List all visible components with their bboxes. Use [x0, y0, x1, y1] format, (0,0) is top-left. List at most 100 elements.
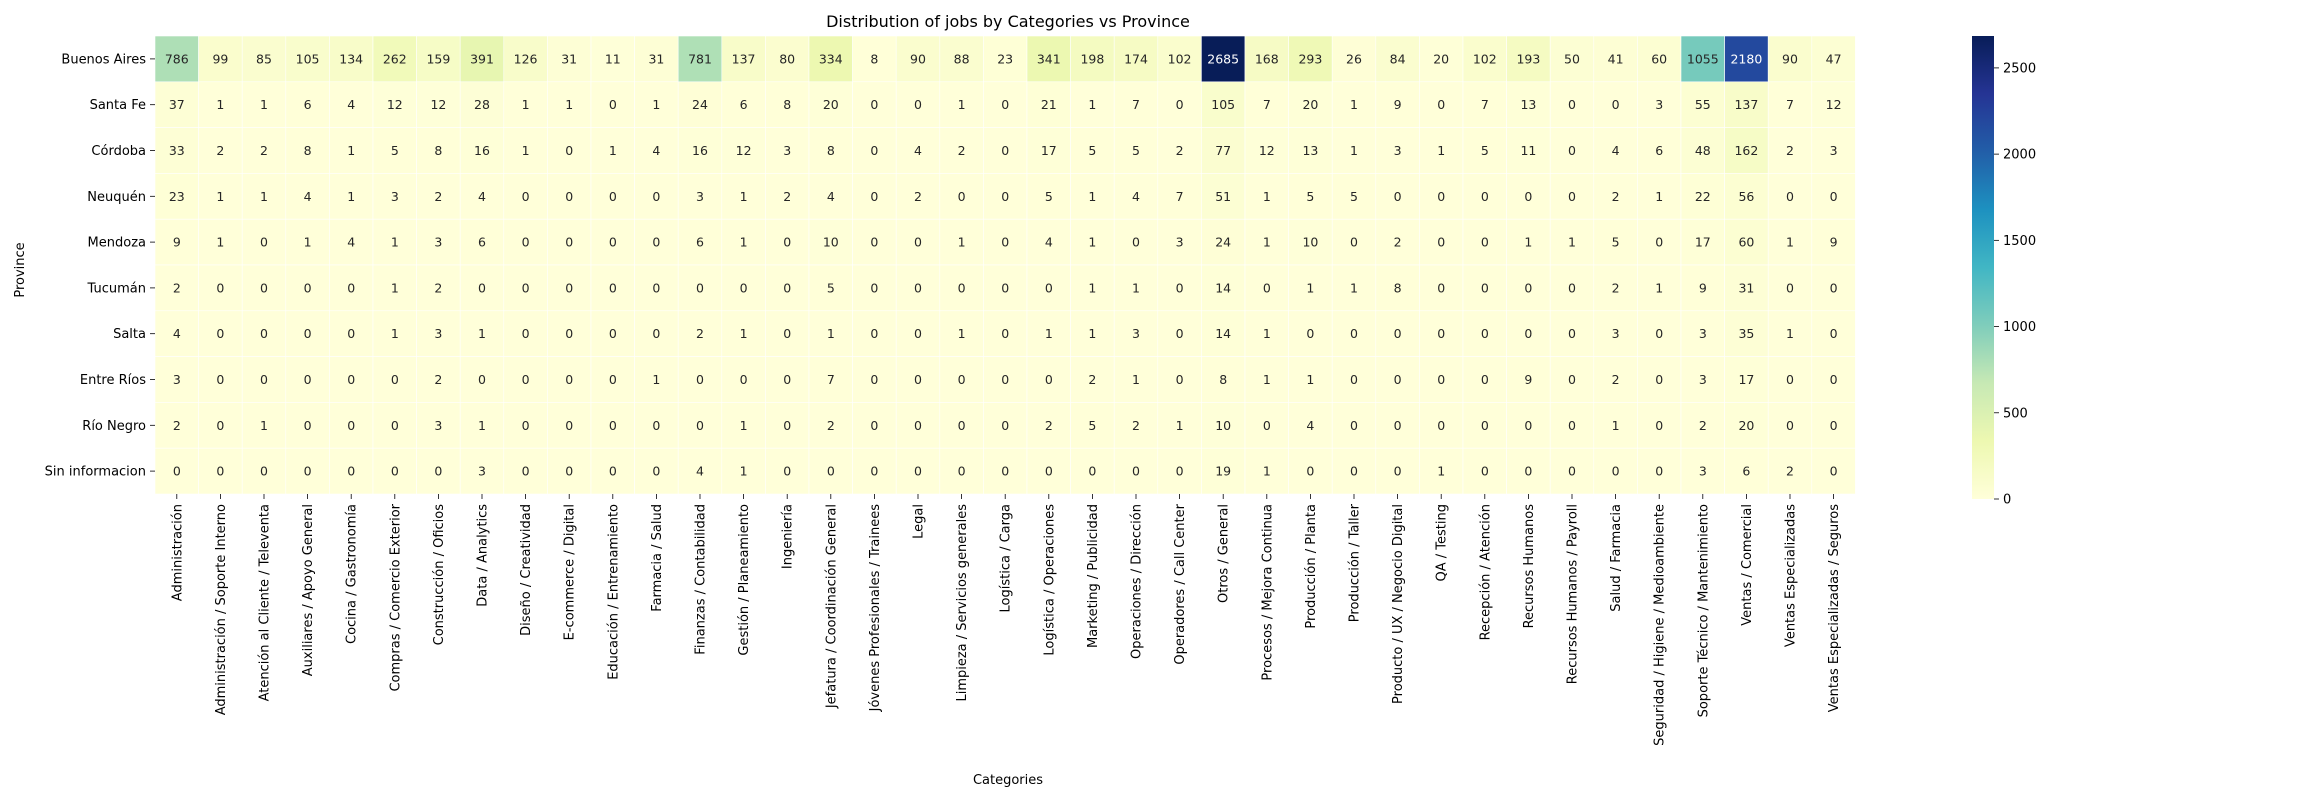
heatmap-cell — [939, 218, 984, 266]
cell-value-label: 0 — [652, 326, 660, 341]
cell-value-label: 2 — [1132, 418, 1140, 433]
cell-value-label: 51 — [1215, 189, 1231, 204]
column-tick-label: Seguridad / Higiene / Medioambiente — [1653, 504, 1668, 746]
heatmap-cell — [1375, 35, 1420, 83]
cell-value-label: 1 — [1263, 189, 1271, 204]
cell-value-label: 0 — [1568, 418, 1576, 433]
cell-value-label: 1 — [216, 97, 224, 112]
cell-value-label: 56 — [1738, 189, 1754, 204]
heatmap-cell — [154, 81, 199, 128]
cell-value-label: 0 — [609, 372, 617, 387]
heatmap-cell — [895, 447, 941, 495]
heatmap-cell — [1026, 264, 1071, 312]
cell-value-label: 0 — [914, 280, 922, 295]
heatmap-cell — [1811, 447, 1856, 495]
column-tick-label: Ventas / Comercial — [1740, 504, 1755, 626]
cell-value-label: 0 — [478, 372, 486, 387]
cell-value-label: 0 — [609, 189, 617, 204]
cell-value-label: 2 — [1088, 372, 1096, 387]
cell-value-label: 126 — [514, 51, 538, 66]
cell-value-label: 16 — [692, 143, 708, 158]
heatmap-cell — [808, 310, 853, 357]
heatmap-cell — [1288, 264, 1333, 312]
cell-value-label: 22 — [1695, 189, 1711, 204]
cell-value-label: 0 — [652, 464, 660, 479]
cell-value-label: 2 — [260, 143, 268, 158]
cell-value-label: 5 — [827, 280, 835, 295]
heatmap-cell — [547, 81, 592, 128]
cell-value-label: 3 — [696, 189, 704, 204]
heatmap-cell — [1462, 173, 1507, 220]
y-axis-label: Province — [13, 242, 28, 297]
heatmap-cell — [895, 402, 941, 449]
cell-value-label: 0 — [216, 418, 224, 433]
cell-value-label: 4 — [1612, 143, 1620, 158]
heatmap-cell — [1680, 35, 1725, 83]
cell-value-label: 1 — [260, 418, 268, 433]
cell-value-label: 88 — [954, 51, 970, 66]
heatmap-cell — [416, 402, 461, 449]
heatmap-cell — [721, 447, 766, 495]
cell-value-label: 1 — [1263, 326, 1271, 341]
heatmap-cell — [1375, 356, 1420, 403]
cell-value-label: 1 — [740, 326, 748, 341]
row-tick-label: Río Negro — [82, 419, 146, 434]
heatmap-cell — [1201, 81, 1246, 128]
cell-value-label: 1 — [1088, 235, 1096, 250]
heatmap-cell — [1157, 402, 1202, 449]
cell-value-label: 0 — [652, 189, 660, 204]
cell-value-label: 0 — [260, 280, 268, 295]
cell-value-label: 0 — [1568, 326, 1576, 341]
cell-value-label: 1 — [391, 326, 399, 341]
cell-value-label: 0 — [1830, 280, 1838, 295]
cell-value-label: 1 — [1437, 143, 1445, 158]
cell-value-label: 0 — [870, 326, 878, 341]
cell-value-label: 0 — [1830, 372, 1838, 387]
cell-value-label: 4 — [173, 326, 181, 341]
heatmap-cell — [590, 264, 635, 312]
heatmap-cell — [939, 402, 984, 449]
heatmap-cell — [1549, 81, 1595, 128]
heatmap-cell — [1375, 173, 1420, 220]
cell-value-label: 17 — [1738, 372, 1754, 387]
cell-value-label: 0 — [1350, 464, 1358, 479]
heatmap-cell — [721, 264, 766, 312]
cell-value-label: 0 — [958, 189, 966, 204]
cell-value-label: 137 — [732, 51, 756, 66]
row-tick-label: Córdoba — [91, 144, 146, 159]
heatmap-cell — [416, 218, 461, 266]
column-tick-label: Ventas Especializadas — [1784, 504, 1799, 647]
heatmap-cell — [1026, 402, 1071, 449]
cell-value-label: 0 — [260, 235, 268, 250]
heatmap-cell — [1113, 35, 1159, 83]
column-tick-label: Operadores / Call Center — [1173, 503, 1188, 664]
column-tick-label: Recursos Humanos — [1522, 504, 1537, 629]
cell-value-label: 13 — [1302, 143, 1318, 158]
heatmap-cell — [241, 127, 287, 174]
cell-value-label: 786 — [165, 51, 189, 66]
cell-value-label: 2 — [1786, 464, 1794, 479]
cell-value-label: 5 — [1045, 189, 1053, 204]
column-tick-label: Producto / UX / Negocio Digital — [1391, 504, 1406, 704]
cell-value-label: 1 — [1176, 418, 1184, 433]
cell-value-label: 7 — [1263, 97, 1271, 112]
cell-value-label: 0 — [1001, 143, 1009, 158]
cell-value-label: 31 — [1738, 280, 1754, 295]
heatmap-cell — [503, 81, 548, 128]
cell-value-label: 0 — [522, 464, 530, 479]
cell-value-label: 1 — [1524, 235, 1532, 250]
heatmap-cell — [154, 35, 199, 83]
cell-value-label: 37 — [169, 97, 185, 112]
heatmap-cell — [1637, 310, 1682, 357]
heatmap-cell — [852, 81, 897, 128]
cell-value-label: 0 — [1568, 372, 1576, 387]
heatmap-cell — [416, 356, 461, 403]
cell-value-label: 0 — [1524, 326, 1532, 341]
cell-value-label: 2180 — [1730, 51, 1762, 66]
cell-value-label: 12 — [1259, 143, 1275, 158]
heatmap-cell — [1506, 127, 1551, 174]
cell-value-label: 0 — [522, 280, 530, 295]
heatmap-cell — [1593, 127, 1638, 174]
heatmap-cell — [285, 218, 330, 266]
heatmap-cell — [1070, 127, 1115, 174]
